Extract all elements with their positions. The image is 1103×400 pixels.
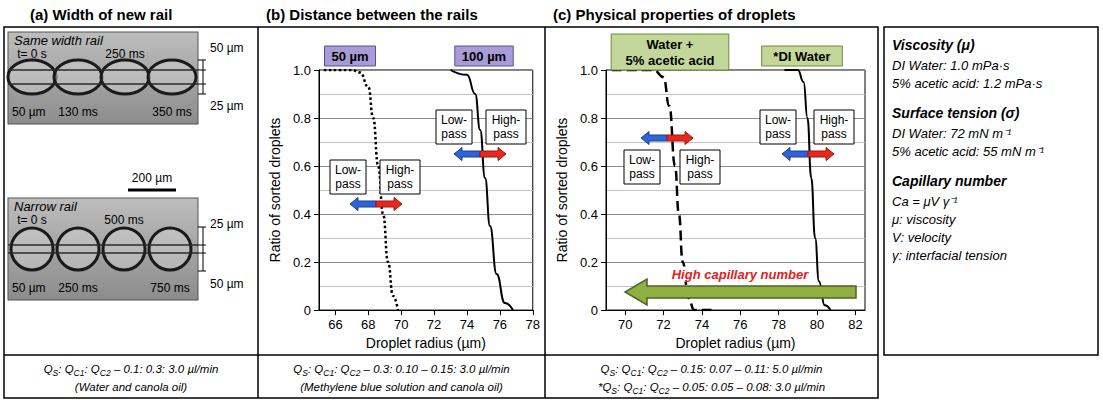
svg-text:Same width rail: Same width rail — [14, 33, 104, 48]
svg-text:50 µm: 50 µm — [12, 281, 46, 295]
svg-text:5% acetic acid: 55 mN m⁻¹: 5% acetic acid: 55 mN m⁻¹ — [892, 144, 1045, 159]
svg-text:Water +: Water + — [647, 37, 694, 52]
svg-text:68: 68 — [361, 317, 375, 332]
svg-text:QS: QC1: QC2 – 0.15: 0.07 – 0.: QS: QC1: QC2 – 0.15: 0.07 – 0.11: 5.0 µl… — [601, 363, 823, 378]
svg-text:50 µm: 50 µm — [210, 41, 244, 55]
svg-text:t= 0 s: t= 0 s — [17, 47, 47, 61]
svg-text:0: 0 — [304, 303, 311, 318]
svg-text:80: 80 — [810, 317, 824, 332]
svg-text:Viscosity (μ): Viscosity (μ) — [892, 37, 975, 53]
svg-text:0.2: 0.2 — [293, 255, 311, 270]
svg-text:High-: High- — [386, 163, 415, 177]
svg-text:pass: pass — [387, 177, 412, 191]
svg-text:γ: interfacial tension: γ: interfacial tension — [892, 248, 1007, 263]
svg-text:50 µm: 50 µm — [12, 105, 46, 119]
svg-text:pass: pass — [629, 167, 654, 181]
svg-text:(c) Physical properties of dro: (c) Physical properties of droplets — [553, 6, 796, 23]
svg-text:(Water and canola oil): (Water and canola oil) — [75, 381, 187, 393]
svg-text:1.0: 1.0 — [580, 63, 598, 78]
svg-text:70: 70 — [394, 317, 408, 332]
svg-text:66: 66 — [328, 317, 342, 332]
svg-text:Low-: Low- — [765, 113, 791, 127]
svg-text:Low-: Low- — [335, 163, 361, 177]
svg-text:Surface tension (σ): Surface tension (σ) — [892, 105, 1020, 121]
svg-text:Ratio of sorted droplets: Ratio of sorted droplets — [554, 118, 570, 263]
svg-text:130 ms: 130 ms — [58, 105, 97, 119]
svg-text:μ: viscosity: μ: viscosity — [891, 212, 957, 227]
svg-text:250 ms: 250 ms — [105, 47, 144, 61]
svg-text:(Methylene blue solution and c: (Methylene blue solution and canola oil) — [300, 381, 503, 393]
svg-text:pass: pass — [821, 127, 846, 141]
svg-text:1.0: 1.0 — [293, 63, 311, 78]
svg-text:74: 74 — [695, 317, 709, 332]
svg-text:78: 78 — [771, 317, 785, 332]
svg-text:*QS: QC1: QC2 – 0.05: 0.05 – 0: *QS: QC1: QC2 – 0.05: 0.05 – 0.08: 3.0 µ… — [598, 381, 825, 396]
svg-text:Ca = μV γ⁻¹: Ca = μV γ⁻¹ — [892, 194, 958, 209]
svg-text:50 µm: 50 µm — [210, 277, 244, 291]
svg-text:250 ms: 250 ms — [58, 281, 97, 295]
svg-text:72: 72 — [656, 317, 670, 332]
svg-text:High-: High- — [686, 153, 715, 167]
svg-text:100 µm: 100 µm — [462, 49, 506, 64]
svg-text:pass: pass — [441, 127, 466, 141]
svg-text:0.6: 0.6 — [580, 159, 598, 174]
svg-text:V: velocity: V: velocity — [892, 230, 953, 245]
svg-text:0.2: 0.2 — [580, 255, 598, 270]
svg-text:pass: pass — [335, 177, 360, 191]
svg-text:0: 0 — [591, 303, 598, 318]
svg-text:70: 70 — [618, 317, 632, 332]
svg-text:High-: High- — [820, 113, 849, 127]
svg-text:350 ms: 350 ms — [152, 105, 191, 119]
svg-text:Ratio of sorted droplets: Ratio of sorted droplets — [267, 118, 283, 263]
svg-text:0.8: 0.8 — [293, 111, 311, 126]
svg-text:750 ms: 750 ms — [150, 281, 189, 295]
svg-text:74: 74 — [460, 317, 474, 332]
svg-text:76: 76 — [493, 317, 507, 332]
svg-text:pass: pass — [493, 127, 518, 141]
svg-text:QS: QC1: QC2 – 0.1: 0.3: 3.0 µ: QS: QC1: QC2 – 0.1: 0.3: 3.0 µl/min — [44, 363, 219, 378]
svg-text:82: 82 — [848, 317, 862, 332]
svg-text:200 µm: 200 µm — [132, 171, 172, 185]
svg-text:pass: pass — [765, 127, 790, 141]
svg-text:QS: QC1: QC2 – 0.3: 0.10 – 0.1: QS: QC1: QC2 – 0.3: 0.10 – 0.15: 3.0 µl/… — [293, 363, 509, 378]
svg-text:25 µm: 25 µm — [210, 217, 244, 231]
svg-text:Droplet radius (µm): Droplet radius (µm) — [366, 335, 486, 351]
svg-text:pass: pass — [687, 167, 712, 181]
svg-text:0.8: 0.8 — [580, 111, 598, 126]
svg-text:500 ms: 500 ms — [104, 213, 143, 227]
svg-text:DI Water: 1.0 mPa·s: DI Water: 1.0 mPa·s — [892, 58, 1010, 73]
svg-text:50 µm: 50 µm — [331, 49, 368, 64]
svg-text:Capillary number: Capillary number — [892, 173, 1008, 189]
svg-text:(a) Width of new rail: (a) Width of new rail — [30, 6, 172, 23]
svg-text:5% acetic acid: 5% acetic acid — [626, 53, 715, 68]
svg-text:72: 72 — [427, 317, 441, 332]
svg-text:76: 76 — [733, 317, 747, 332]
svg-text:78: 78 — [526, 317, 540, 332]
svg-text:DI Water: 72 mN m⁻¹: DI Water: 72 mN m⁻¹ — [892, 126, 1012, 141]
svg-text:High-: High- — [492, 113, 521, 127]
svg-text:t= 0 s: t= 0 s — [17, 213, 47, 227]
svg-text:0.4: 0.4 — [580, 207, 598, 222]
svg-text:25 µm: 25 µm — [210, 99, 244, 113]
svg-text:High capillary number: High capillary number — [672, 267, 809, 282]
svg-text:Low-: Low- — [441, 113, 467, 127]
svg-text:Low-: Low- — [629, 153, 655, 167]
svg-text:*DI Water: *DI Water — [773, 49, 830, 64]
svg-text:5% acetic acid: 1.2 mPa·s: 5% acetic acid: 1.2 mPa·s — [892, 76, 1043, 91]
svg-text:0.6: 0.6 — [293, 159, 311, 174]
svg-text:Narrow rail: Narrow rail — [14, 199, 78, 214]
svg-text:0.4: 0.4 — [293, 207, 311, 222]
svg-text:Droplet radius (µm): Droplet radius (µm) — [675, 335, 795, 351]
svg-text:(b) Distance between the rails: (b) Distance between the rails — [266, 6, 478, 23]
